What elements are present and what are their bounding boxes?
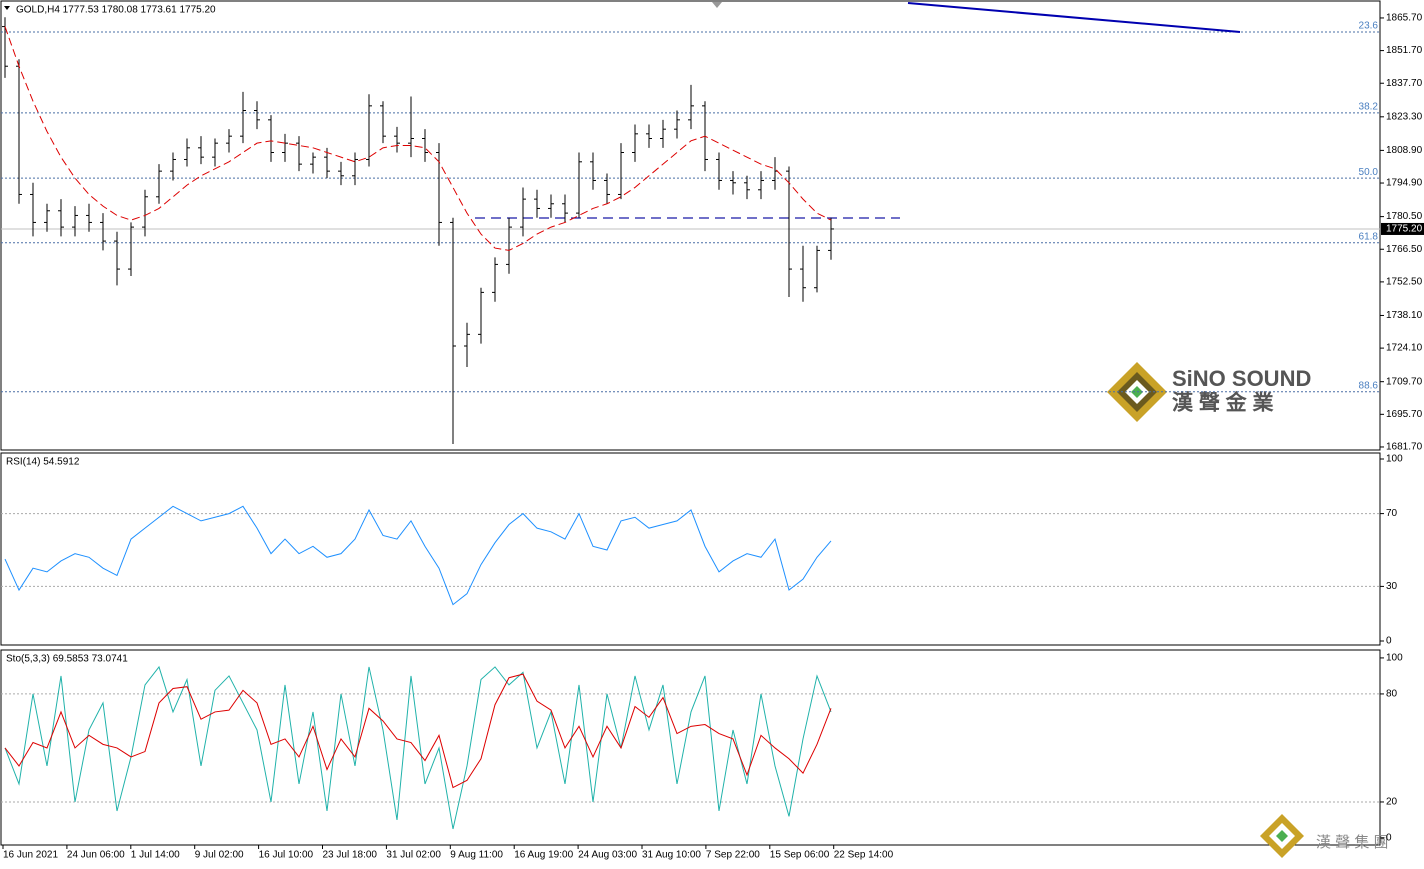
x-tick-label: 24 Jun 06:00 [67, 850, 125, 861]
y-tick-label: 20 [1386, 797, 1398, 808]
y-tick-label: 1794.90 [1386, 178, 1423, 189]
y-tick-label: 1851.70 [1386, 45, 1423, 56]
y-tick-label: 80 [1386, 689, 1398, 700]
moving-average [4, 26, 832, 251]
y-tick-label: 1823.30 [1386, 111, 1423, 122]
y-tick-label: 70 [1386, 508, 1398, 519]
y-tick-label: 100 [1386, 653, 1403, 664]
x-tick-label: 16 Jul 10:00 [259, 850, 314, 861]
shift-marker [712, 2, 722, 8]
y-tick-label: 1865.70 [1386, 13, 1423, 24]
x-tick-label: 16 Jun 2021 [3, 850, 58, 861]
y-tick-label: 1766.50 [1386, 244, 1423, 255]
fib-label: 38.2 [1359, 101, 1379, 112]
y-tick-label: 1738.10 [1386, 310, 1423, 321]
fib-label: 23.6 [1359, 21, 1379, 32]
rsi-header: RSI(14) 54.5912 [6, 457, 80, 468]
y-tick-label: 30 [1386, 581, 1398, 592]
sto-panel [0, 649, 1381, 846]
indicator-line [4, 505, 832, 606]
fib-label: 88.6 [1359, 380, 1379, 391]
x-tick-label: 31 Jul 02:00 [386, 850, 441, 861]
y-tick-label: 1837.70 [1386, 78, 1423, 89]
rsi-panel [0, 452, 1381, 646]
corner-brand: 漢 聲 集 團 [1316, 834, 1389, 851]
fib-label: 50.0 [1359, 167, 1379, 178]
y-tick-label: 1808.90 [1386, 145, 1423, 156]
price-panel [0, 0, 1381, 451]
watermark-brand-cn: 漢 聲 金 業 [1172, 391, 1275, 415]
y-tick-label: 100 [1386, 454, 1403, 465]
y-tick-label: 1724.10 [1386, 343, 1423, 354]
y-tick-label: 0 [1386, 636, 1392, 647]
watermark-brand: SiNO SOUND [1172, 366, 1311, 391]
current-price-label: 1775.20 [1386, 224, 1423, 235]
y-tick-label: 1780.50 [1386, 211, 1423, 222]
x-tick-label: 16 Aug 19:00 [514, 850, 573, 861]
corner-logo [1260, 814, 1304, 858]
y-tick-label: 1681.70 [1386, 442, 1423, 453]
indicator-line [4, 673, 832, 789]
menu-arrow[interactable] [4, 6, 10, 10]
x-tick-label: 15 Sep 06:00 [770, 850, 830, 861]
x-tick-label: 31 Aug 10:00 [642, 850, 701, 861]
x-tick-label: 9 Aug 11:00 [450, 850, 503, 861]
fib-label: 61.8 [1359, 231, 1379, 242]
current-price-box [1381, 222, 1424, 235]
x-tick-label: 7 Sep 22:00 [706, 850, 760, 861]
x-tick-label: 24 Aug 03:00 [578, 850, 637, 861]
y-tick-label: 1709.70 [1386, 376, 1423, 387]
y-tick-label: 1752.50 [1386, 277, 1423, 288]
x-tick-label: 9 Jul 02:00 [195, 850, 244, 861]
y-tick-label: 0 [1386, 833, 1392, 844]
price-header: GOLD,H4 1777.53 1780.08 1773.61 1775.20 [16, 5, 216, 16]
indicator-line [4, 665, 832, 830]
x-tick-label: 1 Jul 14:00 [131, 850, 180, 861]
sto-header: Sto(5,3,3) 69.5853 73.0741 [6, 654, 128, 665]
y-tick-label: 1695.70 [1386, 409, 1423, 420]
x-tick-label: 23 Jul 18:00 [323, 850, 378, 861]
x-tick-label: 22 Sep 14:00 [834, 850, 894, 861]
trendline [907, 2, 1241, 33]
